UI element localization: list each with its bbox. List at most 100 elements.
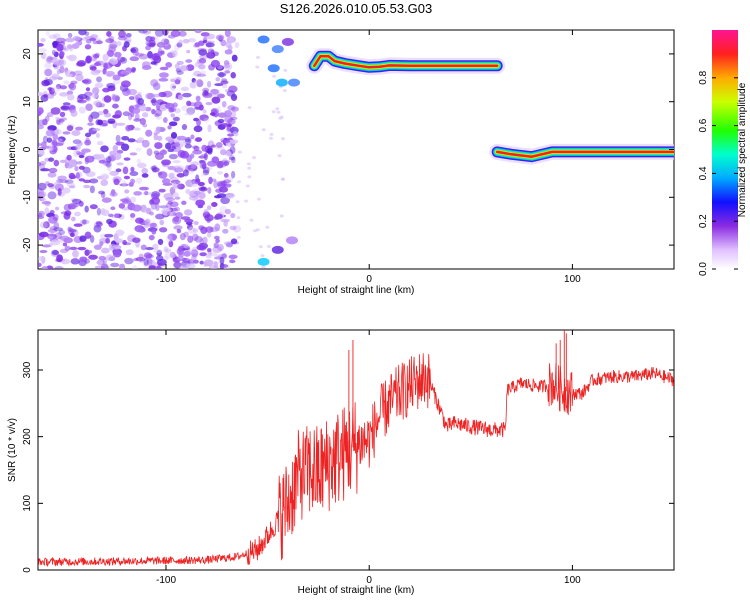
noise-speck bbox=[202, 166, 210, 174]
noise-speck bbox=[52, 213, 59, 221]
noise-speck bbox=[130, 217, 135, 221]
noise-speck bbox=[188, 249, 198, 254]
noise-speck bbox=[225, 194, 235, 200]
noise-speck bbox=[130, 196, 137, 203]
noise-speck bbox=[221, 122, 230, 127]
noise-speck bbox=[172, 160, 181, 164]
noise-speck bbox=[40, 37, 46, 43]
noise-speck bbox=[161, 178, 171, 185]
noise-speck bbox=[189, 81, 198, 89]
noise-speck bbox=[132, 237, 141, 243]
noise-speck bbox=[148, 39, 156, 48]
y-tick-label: 300 bbox=[22, 361, 33, 378]
noise-speck bbox=[58, 229, 65, 235]
noise-speck bbox=[184, 143, 192, 149]
noise-speck bbox=[224, 30, 231, 38]
noise-speck bbox=[106, 218, 113, 225]
snr-content bbox=[38, 330, 674, 567]
noise-speck bbox=[69, 232, 75, 237]
noise-speck bbox=[222, 228, 229, 234]
noise-speck bbox=[87, 250, 93, 254]
noise-speck bbox=[236, 216, 241, 220]
noise-speck bbox=[142, 112, 149, 118]
noise-speck bbox=[200, 186, 206, 191]
noise-speck bbox=[116, 41, 122, 47]
noise-speck bbox=[79, 219, 90, 225]
noise-speck bbox=[202, 109, 207, 114]
noise-speck bbox=[129, 171, 139, 177]
noise-speck bbox=[144, 190, 149, 196]
noise-speck bbox=[112, 176, 122, 183]
noise-speck bbox=[178, 30, 187, 37]
noise-speck bbox=[127, 112, 133, 121]
noise-speck bbox=[103, 62, 108, 71]
noise-speck bbox=[148, 234, 155, 241]
x-tick-label: 100 bbox=[564, 274, 581, 285]
noise-speck bbox=[39, 191, 47, 198]
noise-speck bbox=[138, 253, 144, 260]
noise-speck bbox=[66, 164, 73, 169]
noise-speck bbox=[108, 243, 117, 249]
noise-speck bbox=[92, 128, 101, 132]
noise-speck bbox=[49, 209, 55, 215]
noise-speck bbox=[44, 115, 50, 122]
noise-speck bbox=[150, 53, 160, 62]
y-tick-label: 100 bbox=[22, 495, 33, 512]
noise-speck bbox=[47, 183, 55, 188]
noise-speck bbox=[177, 183, 185, 190]
noise-speck bbox=[228, 156, 235, 161]
noise-speck bbox=[100, 179, 109, 187]
noise-speck bbox=[266, 244, 271, 248]
noise-speck bbox=[38, 215, 45, 220]
noise-speck bbox=[228, 85, 238, 93]
noise-speck bbox=[39, 160, 47, 166]
noise-speck bbox=[120, 70, 131, 75]
noise-speck bbox=[72, 36, 81, 42]
noise-speck bbox=[40, 52, 47, 60]
noise-speck bbox=[101, 197, 112, 203]
y-tick-label: 10 bbox=[22, 96, 33, 108]
noise-speck bbox=[66, 182, 76, 187]
noise-speck bbox=[39, 221, 48, 229]
noise-speck bbox=[42, 265, 48, 269]
noise-speck bbox=[195, 137, 203, 142]
noise-speck bbox=[156, 265, 162, 269]
noise-speck bbox=[173, 206, 181, 212]
noise-speck bbox=[74, 203, 79, 208]
noise-speck bbox=[220, 149, 227, 156]
edge-blob bbox=[257, 35, 270, 44]
noise-speck bbox=[196, 73, 207, 77]
noise-speck bbox=[76, 61, 86, 67]
noise-speck bbox=[174, 63, 180, 70]
noise-speck bbox=[123, 41, 130, 48]
noise-speck bbox=[227, 118, 236, 125]
noise-speck bbox=[180, 150, 190, 159]
noise-speck bbox=[177, 94, 183, 101]
noise-speck bbox=[220, 39, 227, 47]
noise-speck bbox=[217, 118, 225, 124]
noise-speck bbox=[215, 77, 221, 82]
noise-speck bbox=[70, 80, 78, 85]
x-tick-label: 0 bbox=[366, 575, 372, 586]
noise-speck bbox=[44, 68, 53, 77]
noise-speck bbox=[40, 168, 50, 172]
noise-speck bbox=[157, 262, 163, 267]
noise-speck bbox=[115, 122, 126, 126]
noise-speck bbox=[77, 246, 87, 251]
noise-speck bbox=[201, 173, 207, 177]
noise-speck bbox=[206, 232, 212, 238]
noise-speck bbox=[114, 110, 122, 119]
noise-speck bbox=[113, 152, 122, 161]
noise-speck bbox=[223, 60, 230, 66]
noise-speck bbox=[168, 240, 174, 248]
noise-speck bbox=[206, 248, 212, 253]
noise-speck bbox=[127, 138, 136, 143]
noise-speck bbox=[184, 244, 190, 249]
colorbar-tick-label: 0.6 bbox=[698, 118, 709, 132]
noise-speck bbox=[196, 118, 201, 127]
noise-speck bbox=[184, 112, 194, 116]
noise-speck bbox=[146, 257, 153, 266]
noise-speck bbox=[52, 40, 58, 48]
noise-speck bbox=[169, 146, 177, 150]
noise-speck bbox=[260, 254, 265, 258]
